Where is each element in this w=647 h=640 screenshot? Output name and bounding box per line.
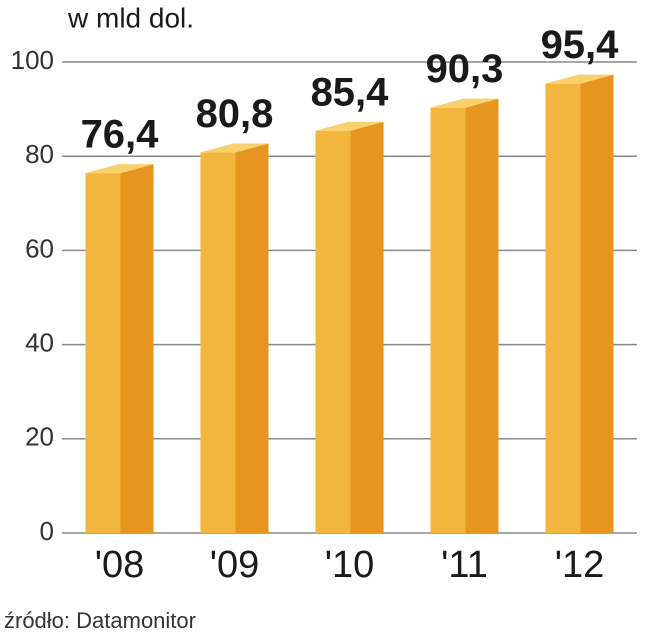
y-tick-label: 0 <box>40 516 54 546</box>
bar-front <box>315 130 351 534</box>
x-tick-label: '11 <box>441 544 488 586</box>
bar-top <box>85 164 154 174</box>
x-tick-label: '10 <box>325 544 375 586</box>
y-tick-label: 20 <box>25 422 54 452</box>
y-tick-label: 100 <box>11 45 54 75</box>
bar-side <box>120 164 154 533</box>
x-tick-label: '08 <box>95 544 145 586</box>
x-tick-label: '09 <box>210 544 260 586</box>
bar-side <box>580 74 614 533</box>
value-label: 90,3 <box>426 47 504 91</box>
bar-top <box>430 98 499 108</box>
y-tick-label: 40 <box>25 327 54 357</box>
bar-top <box>545 74 614 84</box>
value-label: 85,4 <box>311 70 390 114</box>
y-tick-label: 60 <box>25 233 54 263</box>
x-tick-label: '12 <box>555 544 605 586</box>
bar-side <box>350 121 384 534</box>
value-label: 80,8 <box>196 92 274 136</box>
y-tick-label: 80 <box>25 139 54 169</box>
bar-front <box>200 152 236 533</box>
bar-top <box>315 121 384 131</box>
bar-front <box>545 83 581 533</box>
bar-top <box>200 143 269 153</box>
bar-front <box>85 173 121 533</box>
bar-front <box>430 107 466 533</box>
source: źródło: Datamonitor <box>4 608 196 633</box>
value-label: 76,4 <box>81 113 160 157</box>
value-label: 95,4 <box>541 23 620 67</box>
chart-title: w mld dol. <box>67 2 194 33</box>
bar-side <box>235 143 269 533</box>
bar-side <box>465 98 499 533</box>
